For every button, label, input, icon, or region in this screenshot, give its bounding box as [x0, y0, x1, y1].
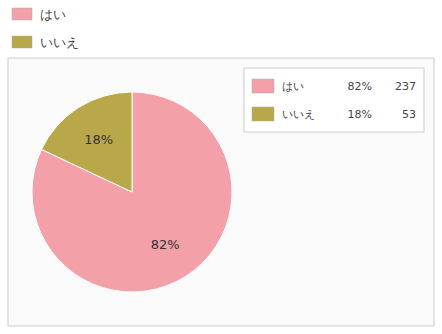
legend-swatch: [12, 8, 32, 20]
legend-swatch: [252, 79, 274, 93]
top-legend-item: いいえ: [12, 35, 79, 50]
legend-item: はい 82% 237: [252, 79, 416, 93]
pie-slice: [42, 92, 132, 192]
data-label: 82%: [151, 237, 180, 252]
legend-label: はい: [40, 7, 66, 22]
data-label: 18%: [84, 132, 113, 147]
data-labels: 82% 18%: [84, 132, 179, 252]
legend-box: [244, 68, 424, 132]
top-legend: はいいいえ: [12, 7, 79, 50]
legend-count: 53: [402, 108, 416, 121]
chart-box: [8, 58, 434, 326]
chart: はいいいえ82%18%はい82%237いいえ18%53: [0, 0, 442, 334]
legend: はい 82% 237 いいえ 18% 53: [244, 68, 424, 132]
pie: [32, 92, 232, 292]
top-legend-item: はい: [12, 7, 66, 22]
legend-percent: 82%: [348, 80, 372, 93]
legend-swatch: [252, 107, 274, 121]
pie-slice: [32, 92, 232, 292]
legend-swatch: [12, 36, 32, 48]
legend-label: いいえ: [40, 35, 79, 50]
legend-item: いいえ 18% 53: [252, 107, 416, 121]
legend-percent: 18%: [348, 108, 372, 121]
legend-label: はい: [282, 80, 304, 93]
legend-count: 237: [395, 80, 416, 93]
legend-label: いいえ: [282, 108, 315, 121]
